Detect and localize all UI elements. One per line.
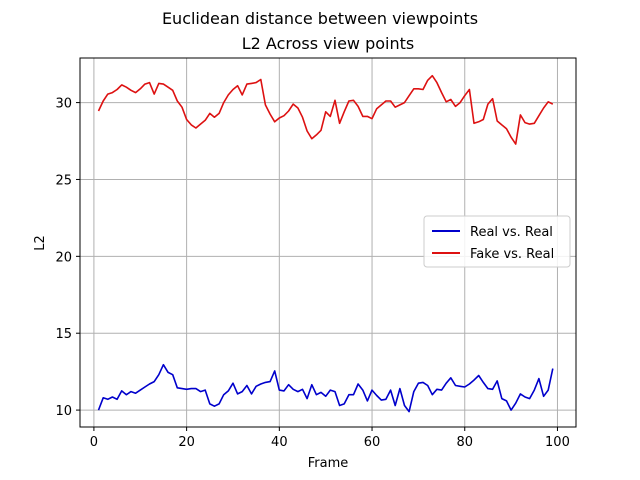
chart-title: L2 Across view points	[242, 34, 414, 53]
y-tick-label: 15	[55, 327, 72, 342]
figure-suptitle: Euclidean distance between viewpoints	[162, 9, 478, 28]
y-axis-label: L2	[33, 235, 48, 251]
y-tick-label: 25	[55, 173, 72, 188]
x-axis-label: Frame	[308, 456, 349, 471]
series-line-real-vs-real	[97, 363, 554, 413]
series-group	[97, 74, 554, 413]
x-tick-label: 20	[178, 435, 195, 450]
legend: Real vs. Real Fake vs. Real	[423, 215, 571, 268]
x-tick-label: 100	[545, 435, 570, 450]
y-tick-label: 20	[55, 250, 72, 265]
axis-ticks: 0 20 40 60 80 100 10 15 20 25 30	[55, 97, 569, 450]
legend-box	[423, 215, 571, 268]
series-line-fake-vs-real	[97, 74, 554, 145]
y-tick-label: 10	[55, 404, 72, 419]
plot-frame	[79, 57, 577, 428]
legend-label-fake: Fake vs. Real	[470, 247, 554, 262]
legend-label-real: Real vs. Real	[470, 225, 553, 240]
x-tick-label: 0	[90, 435, 98, 450]
x-tick-label: 40	[271, 435, 288, 450]
x-tick-label: 60	[364, 435, 381, 450]
x-tick-label: 80	[456, 435, 473, 450]
y-tick-label: 30	[55, 97, 72, 112]
